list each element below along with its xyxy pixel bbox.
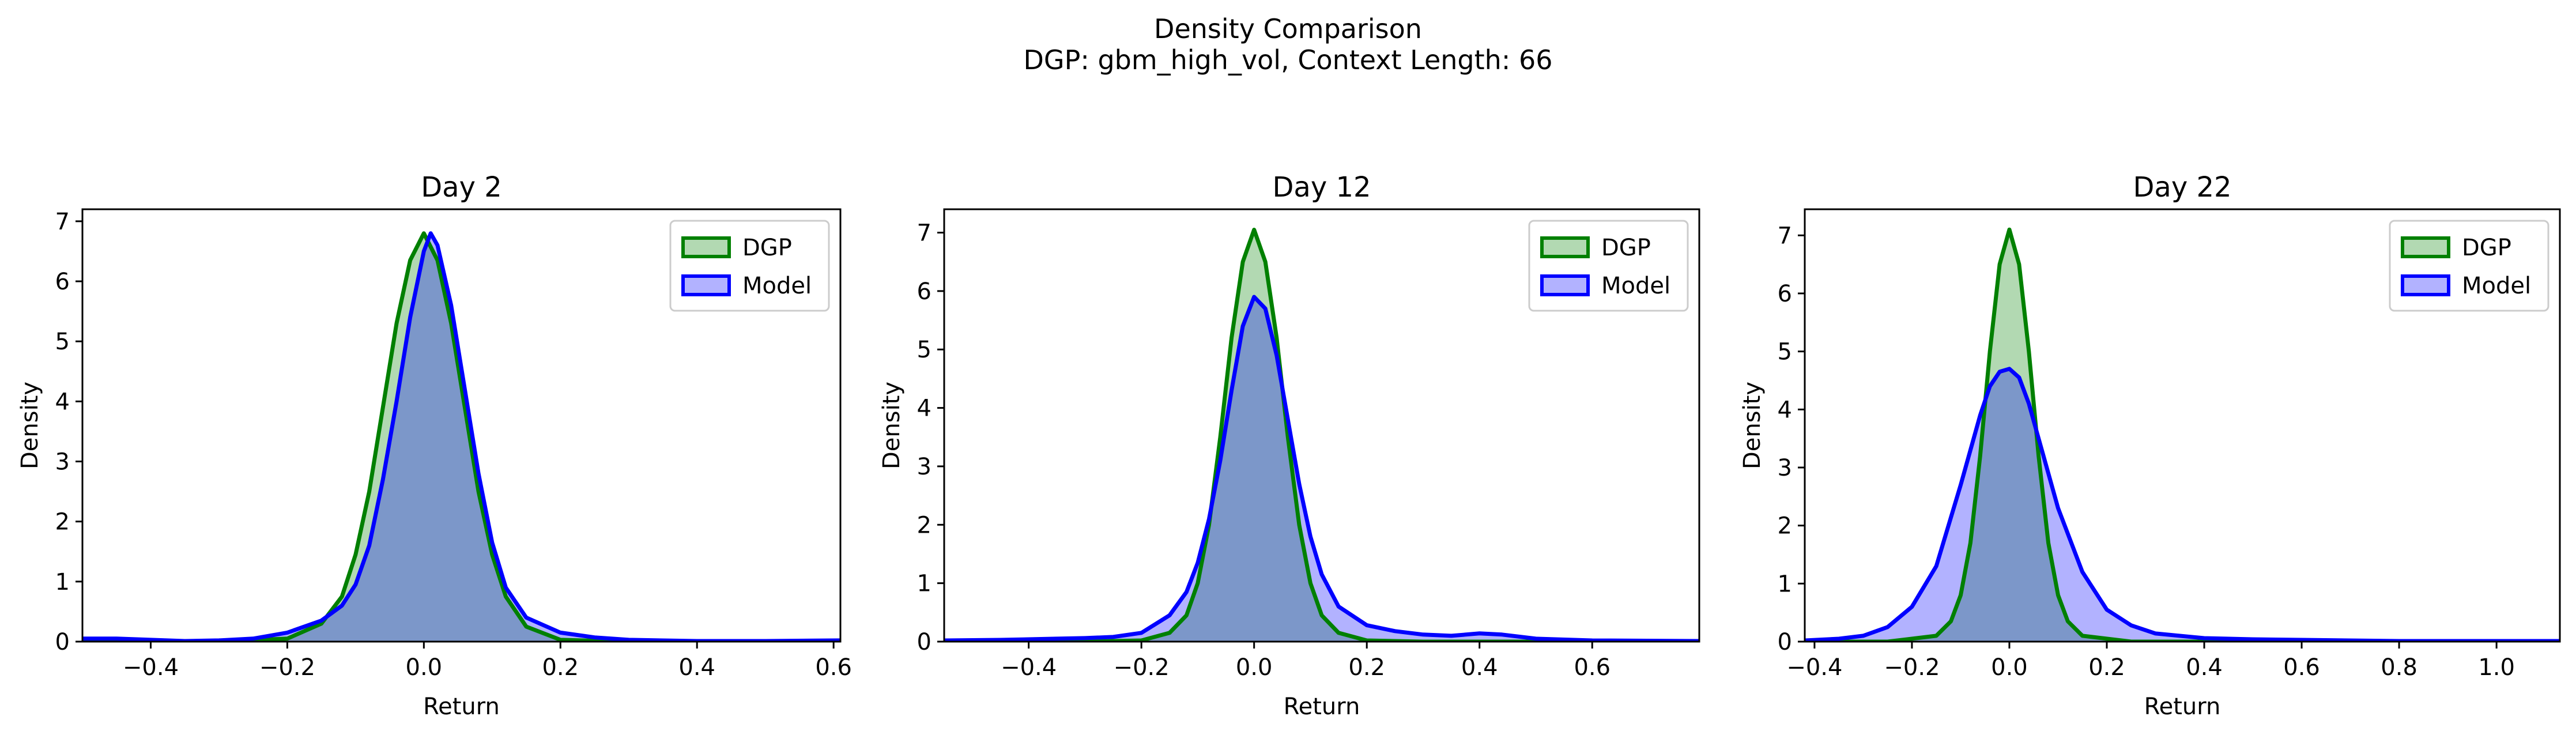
- y-tick-label: 6: [55, 269, 70, 295]
- legend-label-dgp: DGP: [2462, 235, 2511, 261]
- x-tick-label: 0.0: [1991, 654, 2028, 681]
- y-axis-label: Density: [1739, 382, 1766, 469]
- x-tick-label: 0.2: [1348, 654, 1385, 681]
- y-tick-label: 6: [1778, 281, 1792, 307]
- x-axis-label: Return: [423, 693, 500, 720]
- y-axis-label: Density: [878, 382, 905, 469]
- legend-label-model: Model: [742, 273, 812, 299]
- plot-area: [944, 228, 1699, 642]
- x-tick-label: 0.2: [542, 654, 579, 681]
- legend-swatch-model: [2401, 274, 2450, 296]
- y-tick-label: 7: [55, 209, 70, 235]
- legend-box: [2389, 220, 2549, 312]
- axes-frame: [943, 208, 1700, 643]
- legend-swatch-dgp: [681, 236, 731, 258]
- density-line-model: [944, 295, 1699, 642]
- x-axis-label: Return: [1284, 693, 1360, 720]
- y-tick-label: 1: [1778, 571, 1792, 597]
- x-tick-label: 1.0: [2478, 654, 2515, 681]
- y-tick-label: 0: [917, 629, 931, 655]
- subplot-title: Day 12: [1272, 171, 1371, 203]
- x-tick-label: 0.2: [2088, 654, 2125, 681]
- subplot-title: Day 22: [2133, 171, 2231, 203]
- y-tick-label: 3: [55, 449, 70, 476]
- figure-subtitle: DGP: gbm_high_vol, Context Length: 66: [1023, 44, 1553, 76]
- y-tick-label: 6: [917, 278, 931, 305]
- legend-swatch-dgp: [1540, 236, 1590, 258]
- density-line-model: [1805, 367, 2560, 642]
- y-tick-label: 4: [1778, 397, 1792, 423]
- x-tick-label: 0.6: [815, 654, 852, 681]
- y-tick-label: 2: [917, 512, 931, 538]
- y-tick-label: 1: [917, 571, 931, 597]
- legend: DGP Model: [2389, 220, 2549, 312]
- y-tick-label: 7: [917, 220, 931, 247]
- x-tick-label: 0.4: [2186, 654, 2223, 681]
- subplot-2: −0.4 −0.2 0.0 0.2 0.4 0.6 0 1 2 3 4 5 6 7 Day 12 Return…: [878, 171, 1700, 720]
- figure-title: Density Comparison: [1154, 13, 1422, 44]
- legend-swatch-model: [1540, 274, 1590, 296]
- y-tick-label: 3: [1778, 455, 1792, 481]
- legend-label-dgp: DGP: [742, 235, 792, 261]
- density-fill-model: [1805, 368, 2560, 642]
- y-tick-label: 0: [1778, 629, 1792, 655]
- x-tick-label: 0.4: [678, 654, 715, 681]
- y-tick-label: 2: [55, 509, 70, 536]
- density-line-dgp: [1805, 227, 2560, 642]
- x-tick-label: 0.4: [1461, 654, 1498, 681]
- density-line-dgp: [944, 228, 1699, 642]
- density-fill-dgp: [82, 233, 840, 642]
- x-tick-label: 0.0: [406, 654, 443, 681]
- legend-box: [1528, 220, 1689, 312]
- x-tick-label: −0.4: [1001, 654, 1057, 681]
- subplot-title: Day 2: [421, 171, 502, 203]
- plot-area: [1805, 227, 2560, 642]
- y-tick-label: 5: [55, 329, 70, 355]
- y-tick-label: 2: [1778, 513, 1792, 540]
- y-tick-label: 4: [55, 389, 70, 415]
- legend-label-model: Model: [1601, 273, 1670, 299]
- x-tick-label: 0.8: [2381, 654, 2417, 681]
- x-tick-label: −0.4: [1786, 654, 1842, 681]
- density-fill-model: [82, 233, 840, 642]
- x-tick-label: −0.2: [1114, 654, 1170, 681]
- y-tick-label: 5: [917, 337, 931, 363]
- axes-frame: [1804, 208, 2561, 643]
- y-tick-label: 4: [917, 395, 931, 422]
- y-tick-label: 7: [1778, 223, 1792, 249]
- x-tick-label: 0.0: [1236, 654, 1273, 681]
- legend: DGP Model: [669, 220, 830, 312]
- axes-frame: [81, 208, 842, 643]
- legend-label-model: Model: [2462, 273, 2531, 299]
- y-tick-label: 0: [55, 629, 70, 655]
- density-line-model: [82, 231, 840, 642]
- legend-box: [669, 220, 830, 312]
- y-tick-label: 1: [55, 569, 70, 595]
- x-axis-label: Return: [2144, 693, 2221, 720]
- y-tick-label: 5: [1778, 339, 1792, 365]
- subplot-1: −0.4 −0.2 0.0 0.2 0.4 0.6 0 1 2 3 4 5 6 7 Day 2 Return D…: [17, 171, 852, 720]
- x-tick-label: −0.4: [123, 654, 179, 681]
- subplot-3: −0.4 −0.2 0.0 0.2 0.4 0.6 0.8 1.0 0 1 2 3 4 5 6 7 Day 22…: [1739, 171, 2561, 720]
- legend: DGP Model: [1528, 220, 1689, 312]
- x-tick-label: −0.2: [1884, 654, 1940, 681]
- y-axis-label: Density: [17, 382, 43, 469]
- legend-swatch-model: [681, 274, 731, 296]
- legend-swatch-dgp: [2401, 236, 2450, 258]
- x-tick-label: 0.6: [2283, 654, 2320, 681]
- x-tick-label: 0.6: [1574, 654, 1611, 681]
- legend-label-dgp: DGP: [1601, 235, 1651, 261]
- plot-area: [82, 231, 840, 642]
- x-tick-label: −0.2: [259, 654, 315, 681]
- y-tick-label: 3: [917, 454, 931, 480]
- density-fill-model: [944, 297, 1699, 642]
